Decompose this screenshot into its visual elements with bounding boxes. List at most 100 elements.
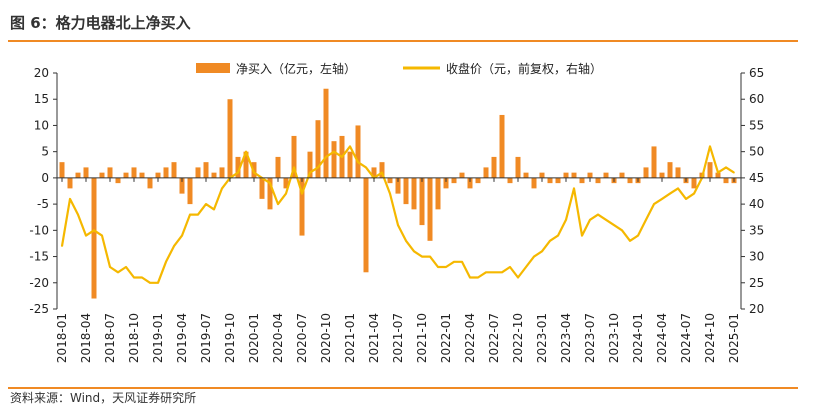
price-point bbox=[573, 187, 575, 190]
x-axis-tick-label: 2022-04 bbox=[463, 313, 477, 363]
left-axis-tick-label: -10 bbox=[29, 223, 49, 237]
price-point bbox=[517, 276, 519, 279]
net-buy-bar bbox=[419, 177, 425, 226]
net-buy-bar bbox=[547, 177, 553, 184]
net-buy-bar bbox=[491, 156, 497, 178]
price-point bbox=[405, 240, 407, 242]
net-buy-bar bbox=[715, 172, 721, 178]
net-buy-bar bbox=[275, 156, 281, 178]
x-axis-tick-label: 2018-10 bbox=[127, 313, 141, 363]
net-buy-bar bbox=[411, 177, 417, 210]
x-axis-tick-label: 2019-07 bbox=[199, 313, 213, 363]
price-point bbox=[541, 250, 543, 253]
x-axis-tick-label: 2020-01 bbox=[247, 313, 261, 363]
x-axis-tick-label: 2021-10 bbox=[415, 313, 429, 363]
price-point bbox=[309, 171, 311, 174]
price-point bbox=[149, 281, 151, 284]
price-point bbox=[605, 219, 607, 221]
price-point bbox=[285, 192, 287, 195]
price-point bbox=[93, 229, 95, 232]
right-axis-tick-label: 25 bbox=[749, 276, 764, 290]
price-point bbox=[525, 266, 527, 268]
x-axis-tick-label: 2024-10 bbox=[703, 313, 717, 363]
price-point bbox=[269, 182, 271, 184]
price-point bbox=[301, 192, 303, 195]
left-axis-tick-label: 5 bbox=[41, 145, 49, 159]
net-buy-bar bbox=[131, 167, 137, 178]
left-axis: -25 -20 -15 -10 -5 0 5 10 15 20 bbox=[29, 66, 58, 316]
price-point bbox=[725, 166, 727, 169]
price-point bbox=[669, 192, 671, 195]
price-point bbox=[581, 234, 583, 237]
left-axis-tick-label: 20 bbox=[34, 66, 49, 80]
left-axis-tick-label: -5 bbox=[37, 197, 49, 211]
right-axis-tick-label: 65 bbox=[749, 66, 764, 80]
price-point bbox=[429, 255, 431, 258]
net-buy-bar bbox=[91, 177, 97, 299]
net-buy-bar bbox=[307, 151, 313, 178]
x-axis-tick-label: 2018-04 bbox=[79, 313, 93, 363]
x-axis-tick-label: 2018-01 bbox=[55, 313, 69, 363]
source-rule bbox=[8, 387, 798, 389]
x-axis-tick-label: 2020-04 bbox=[271, 313, 285, 363]
x-axis-tick-label: 2022-01 bbox=[439, 313, 453, 363]
net-buy-bar bbox=[571, 172, 577, 178]
price-point bbox=[141, 276, 143, 279]
price-point bbox=[477, 276, 479, 279]
net-buy-bar bbox=[347, 151, 353, 178]
legend-line-label: 收盘价（元，前复权，右轴） bbox=[446, 61, 602, 76]
net-buy-bar bbox=[59, 162, 65, 178]
net-buy-bar bbox=[435, 177, 441, 210]
price-point bbox=[629, 240, 631, 242]
net-buy-bars bbox=[59, 88, 737, 299]
net-buy-bar bbox=[355, 125, 361, 178]
net-buy-bar bbox=[371, 167, 377, 178]
right-axis-tick-label: 35 bbox=[749, 223, 764, 237]
price-point bbox=[349, 145, 351, 148]
net-buy-bar bbox=[523, 172, 529, 178]
net-buy-bar bbox=[235, 156, 241, 178]
x-axis-tick-label: 2023-10 bbox=[607, 313, 621, 363]
price-point bbox=[653, 203, 655, 205]
right-axis-tick-label: 55 bbox=[749, 118, 764, 132]
price-point bbox=[333, 150, 335, 153]
right-axis: 20 25 30 35 40 45 50 55 60 65 bbox=[740, 66, 764, 316]
price-point bbox=[341, 156, 343, 158]
net-buy-bar bbox=[147, 177, 153, 189]
x-axis-tick-label: 2025-01 bbox=[727, 313, 741, 363]
price-point bbox=[597, 213, 599, 216]
net-buy-bar bbox=[627, 177, 633, 184]
right-axis-tick-label: 20 bbox=[749, 302, 764, 316]
price-point bbox=[533, 255, 535, 258]
price-point bbox=[173, 245, 175, 247]
legend: 净买入（亿元，左轴） 收盘价（元，前复权，右轴） bbox=[196, 61, 602, 76]
price-point bbox=[693, 192, 695, 195]
price-point bbox=[381, 171, 383, 174]
price-point bbox=[61, 245, 63, 247]
price-point bbox=[389, 192, 391, 195]
net-buy-bar bbox=[515, 156, 521, 178]
price-point bbox=[357, 161, 359, 163]
net-buy-bar bbox=[107, 167, 113, 178]
price-point bbox=[69, 198, 71, 200]
right-axis-tick-label: 60 bbox=[749, 92, 764, 106]
net-buy-bar bbox=[315, 120, 321, 178]
net-buy-bar bbox=[675, 167, 681, 178]
price-point bbox=[717, 171, 719, 174]
price-point bbox=[413, 250, 415, 253]
legend-bar-swatch bbox=[196, 63, 230, 73]
price-point bbox=[565, 219, 567, 221]
net-buy-bar bbox=[603, 172, 609, 178]
price-point bbox=[621, 229, 623, 232]
left-axis-tick-label: 10 bbox=[34, 118, 49, 132]
price-point bbox=[509, 266, 511, 268]
price-point bbox=[133, 276, 135, 279]
x-axis-tick-label: 2021-07 bbox=[391, 313, 405, 363]
net-buy-bar bbox=[539, 172, 545, 178]
price-point bbox=[709, 145, 711, 148]
net-buy-bar bbox=[451, 177, 457, 184]
price-point bbox=[213, 208, 215, 211]
price-point bbox=[485, 271, 487, 274]
net-buy-bar bbox=[179, 177, 185, 194]
price-line bbox=[60, 145, 735, 284]
